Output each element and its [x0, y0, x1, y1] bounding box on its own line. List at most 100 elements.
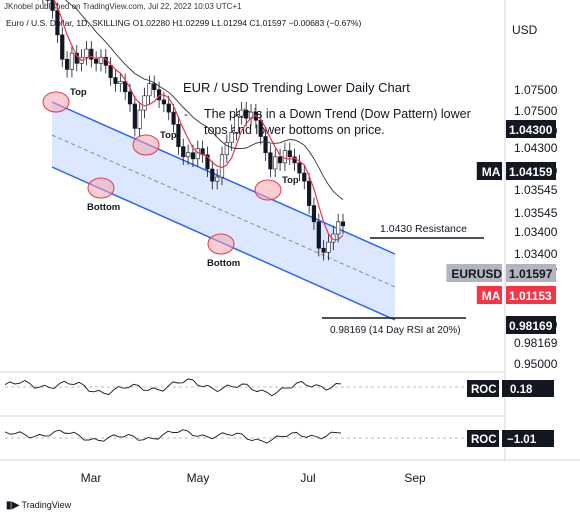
time-tick-label: May [187, 471, 210, 485]
candle-body [147, 83, 152, 97]
candle-body [152, 83, 157, 91]
candle-body [321, 247, 326, 253]
roc-1-line [4, 378, 342, 397]
candle-body [113, 77, 118, 84]
candle-body [215, 176, 220, 182]
bullet-dash: - [184, 107, 188, 121]
swing-circle [42, 91, 70, 113]
candle-body [326, 241, 331, 253]
bullet-line-1: The pair is in a Down Trend (Dow Pattern… [204, 107, 471, 121]
candle-body [94, 58, 99, 64]
swing-circle [87, 177, 115, 199]
candle-body [171, 111, 176, 125]
long-ma-line [65, 0, 344, 201]
resistance-label: 1.0430 Resistance [380, 223, 467, 235]
price-tick-label: 1.03400 [514, 225, 558, 239]
roc-1-value: 0.18 [510, 384, 533, 396]
candle-body [224, 142, 229, 156]
candle-body [219, 154, 225, 178]
price-tick-label: 1.03545 [514, 206, 558, 220]
candle-body [161, 99, 166, 105]
rsi-level-label: 0.98169 (14 Day RSI at 20%) [330, 325, 461, 336]
price-tick-label: 1.03400 [514, 247, 558, 261]
currency-label: USD [512, 23, 538, 37]
roc-2-value-badge [502, 430, 554, 447]
candle-body [205, 154, 210, 170]
time-tick-label: Jul [300, 471, 315, 485]
candle-body [137, 109, 142, 129]
time-axis[interactable]: Mar May Jul Sep [81, 471, 426, 485]
tradingview-logo[interactable]: ▮▶ TradingView [6, 500, 71, 511]
badge-label: MA [482, 165, 501, 179]
candle-body [123, 81, 128, 93]
swing-circle [254, 179, 282, 201]
time-tick-label: Sep [404, 471, 426, 485]
bullet-line-2: tops and lower bottoms on price. [204, 123, 385, 137]
candle-body [55, 10, 60, 36]
swing-label: Top [70, 87, 87, 98]
swing-label: Bottom [87, 202, 120, 213]
candle-body [118, 81, 123, 84]
candle-body [186, 152, 191, 158]
badge-label-box [476, 286, 502, 304]
time-tick-label: Mar [81, 471, 102, 485]
candle-body [84, 48, 89, 58]
candle-body [142, 95, 147, 111]
candle-body [69, 52, 75, 70]
ohlc-legend: Euro / U.S. Dollar, 1D, SKILLING O1.0228… [6, 18, 362, 28]
tradingview-logo-text: TradingView [21, 500, 72, 510]
candle-body [244, 109, 249, 119]
candle-body [287, 150, 292, 158]
price-tick-label: 1.07500 [514, 83, 558, 97]
roc-2-line [4, 429, 342, 444]
candle-body [277, 156, 283, 164]
swing-label: Top [160, 130, 177, 141]
badge-label: EURUSD [451, 267, 502, 281]
price-tick-label: 1.03545 [514, 183, 558, 197]
candle-body [307, 180, 312, 206]
candle-body [340, 221, 346, 227]
candle-body [311, 205, 317, 223]
badge-value: 1.04300 [509, 123, 553, 137]
badge-value-box [506, 316, 556, 334]
badge-value-box [506, 286, 556, 304]
candle-body [239, 109, 244, 117]
candle-body [60, 34, 65, 60]
candle-body [282, 150, 288, 164]
tradingview-logo-icon: ▮▶ [6, 500, 20, 511]
badge-value-box [506, 264, 556, 282]
badge-label-box [476, 162, 502, 180]
candle-body [132, 103, 137, 129]
swing-circle [207, 233, 235, 255]
candle-body [108, 65, 113, 78]
price-tick-label: 1.04300 [514, 141, 558, 155]
badge-label: MA [482, 289, 501, 303]
candle-body [210, 168, 215, 182]
chart-title: EUR / USD Trending Lower Daily Chart [183, 80, 410, 95]
roc-2-label-badge [467, 430, 499, 447]
candle-body [336, 221, 341, 235]
swing-label: Bottom [207, 258, 240, 269]
price-tick-label: 1.07500 [514, 104, 558, 118]
candle-body [156, 89, 162, 101]
roc-2-label: ROC [471, 434, 497, 446]
candle-body [127, 91, 133, 105]
candle-body [302, 172, 307, 182]
candle-body [89, 48, 94, 60]
candle-body [268, 152, 273, 170]
publisher-line: JKnobel published on TradingView.com, Ju… [4, 2, 242, 11]
swing-annotations: Top Top Bottom Bottom Top [42, 87, 299, 269]
price-tick-label: 0.98169 [514, 336, 558, 350]
badge-value: 1.01597 [509, 267, 553, 281]
badge-label-box [446, 264, 502, 282]
roc-1-label: ROC [471, 384, 497, 396]
badge-value-box [506, 162, 556, 180]
candle-body [297, 162, 302, 174]
badge-value: 1.04159 [509, 165, 553, 179]
ma-line [53, 0, 344, 241]
candle-body [263, 136, 268, 154]
candle-body [181, 146, 186, 158]
candle-body [190, 152, 196, 160]
roc-1-label-badge [467, 380, 499, 397]
